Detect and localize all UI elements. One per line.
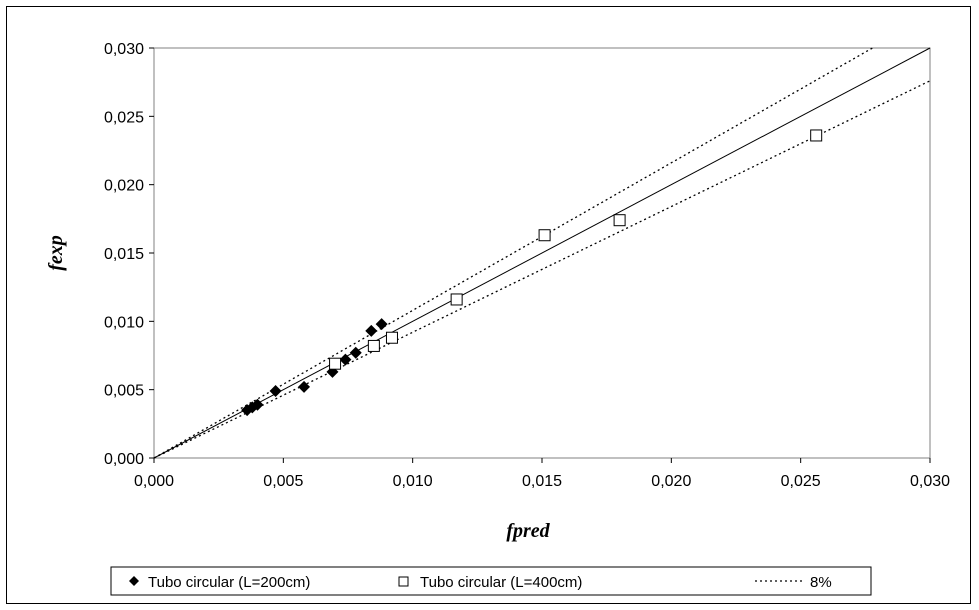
x-tick-label: 0,005 [263, 473, 303, 490]
point-series-1 [251, 398, 264, 411]
y-axis-title: fexp [45, 235, 67, 271]
x-tick-label: 0,010 [393, 473, 433, 490]
x-tick-label: 0,015 [522, 473, 562, 490]
point-series-1 [269, 385, 282, 398]
legend-marker-square [398, 576, 409, 587]
y-tick-label: 0,005 [104, 383, 144, 400]
parity-line [153, 47, 931, 459]
legend-label-series-2: Tubo circular (L=400cm) [420, 574, 582, 591]
point-series-2 [450, 293, 463, 306]
point-series-1 [298, 380, 311, 393]
y-tick-label: 0,025 [104, 109, 144, 126]
point-series-1 [365, 324, 378, 337]
x-tick-label: 0,025 [781, 473, 821, 490]
legend-label-series-1: Tubo circular (L=200cm) [148, 574, 310, 591]
legend-label-8pct: 8% [810, 574, 832, 591]
point-series-2 [613, 214, 626, 227]
point-series-1 [375, 318, 388, 331]
point-series-2 [329, 357, 342, 370]
y-tick-label: 0,000 [104, 451, 144, 468]
x-tick-label: 0,000 [134, 473, 174, 490]
point-series-2 [810, 129, 823, 142]
y-tick-label: 0,020 [104, 178, 144, 195]
chart-frame: 0,000 0,005 0,010 0,015 0,020 0,025 0,030 0,00… [6, 6, 971, 604]
point-series-2 [538, 229, 551, 242]
legend: Tubo circular (L=200cm) Tubo circular (L… [110, 566, 872, 596]
y-tick-label: 0,010 [104, 314, 144, 331]
lower-8pct-line [153, 80, 931, 459]
point-series-1 [339, 353, 352, 366]
point-series-1 [349, 346, 362, 359]
chart-svg: 0,000 0,005 0,010 0,015 0,020 0,025 0,030 0,00… [45, 41, 950, 596]
point-series-2 [367, 339, 380, 352]
x-axis-title: fpred [506, 520, 550, 542]
x-tick-label: 0,020 [651, 473, 691, 490]
legend-marker-diamond [129, 576, 139, 586]
x-tick-label: 0,030 [910, 473, 950, 490]
y-tick-label: 0,030 [104, 41, 144, 58]
legend-box [110, 566, 872, 596]
point-series-2 [385, 331, 398, 344]
y-tick-label: 0,015 [104, 246, 144, 263]
